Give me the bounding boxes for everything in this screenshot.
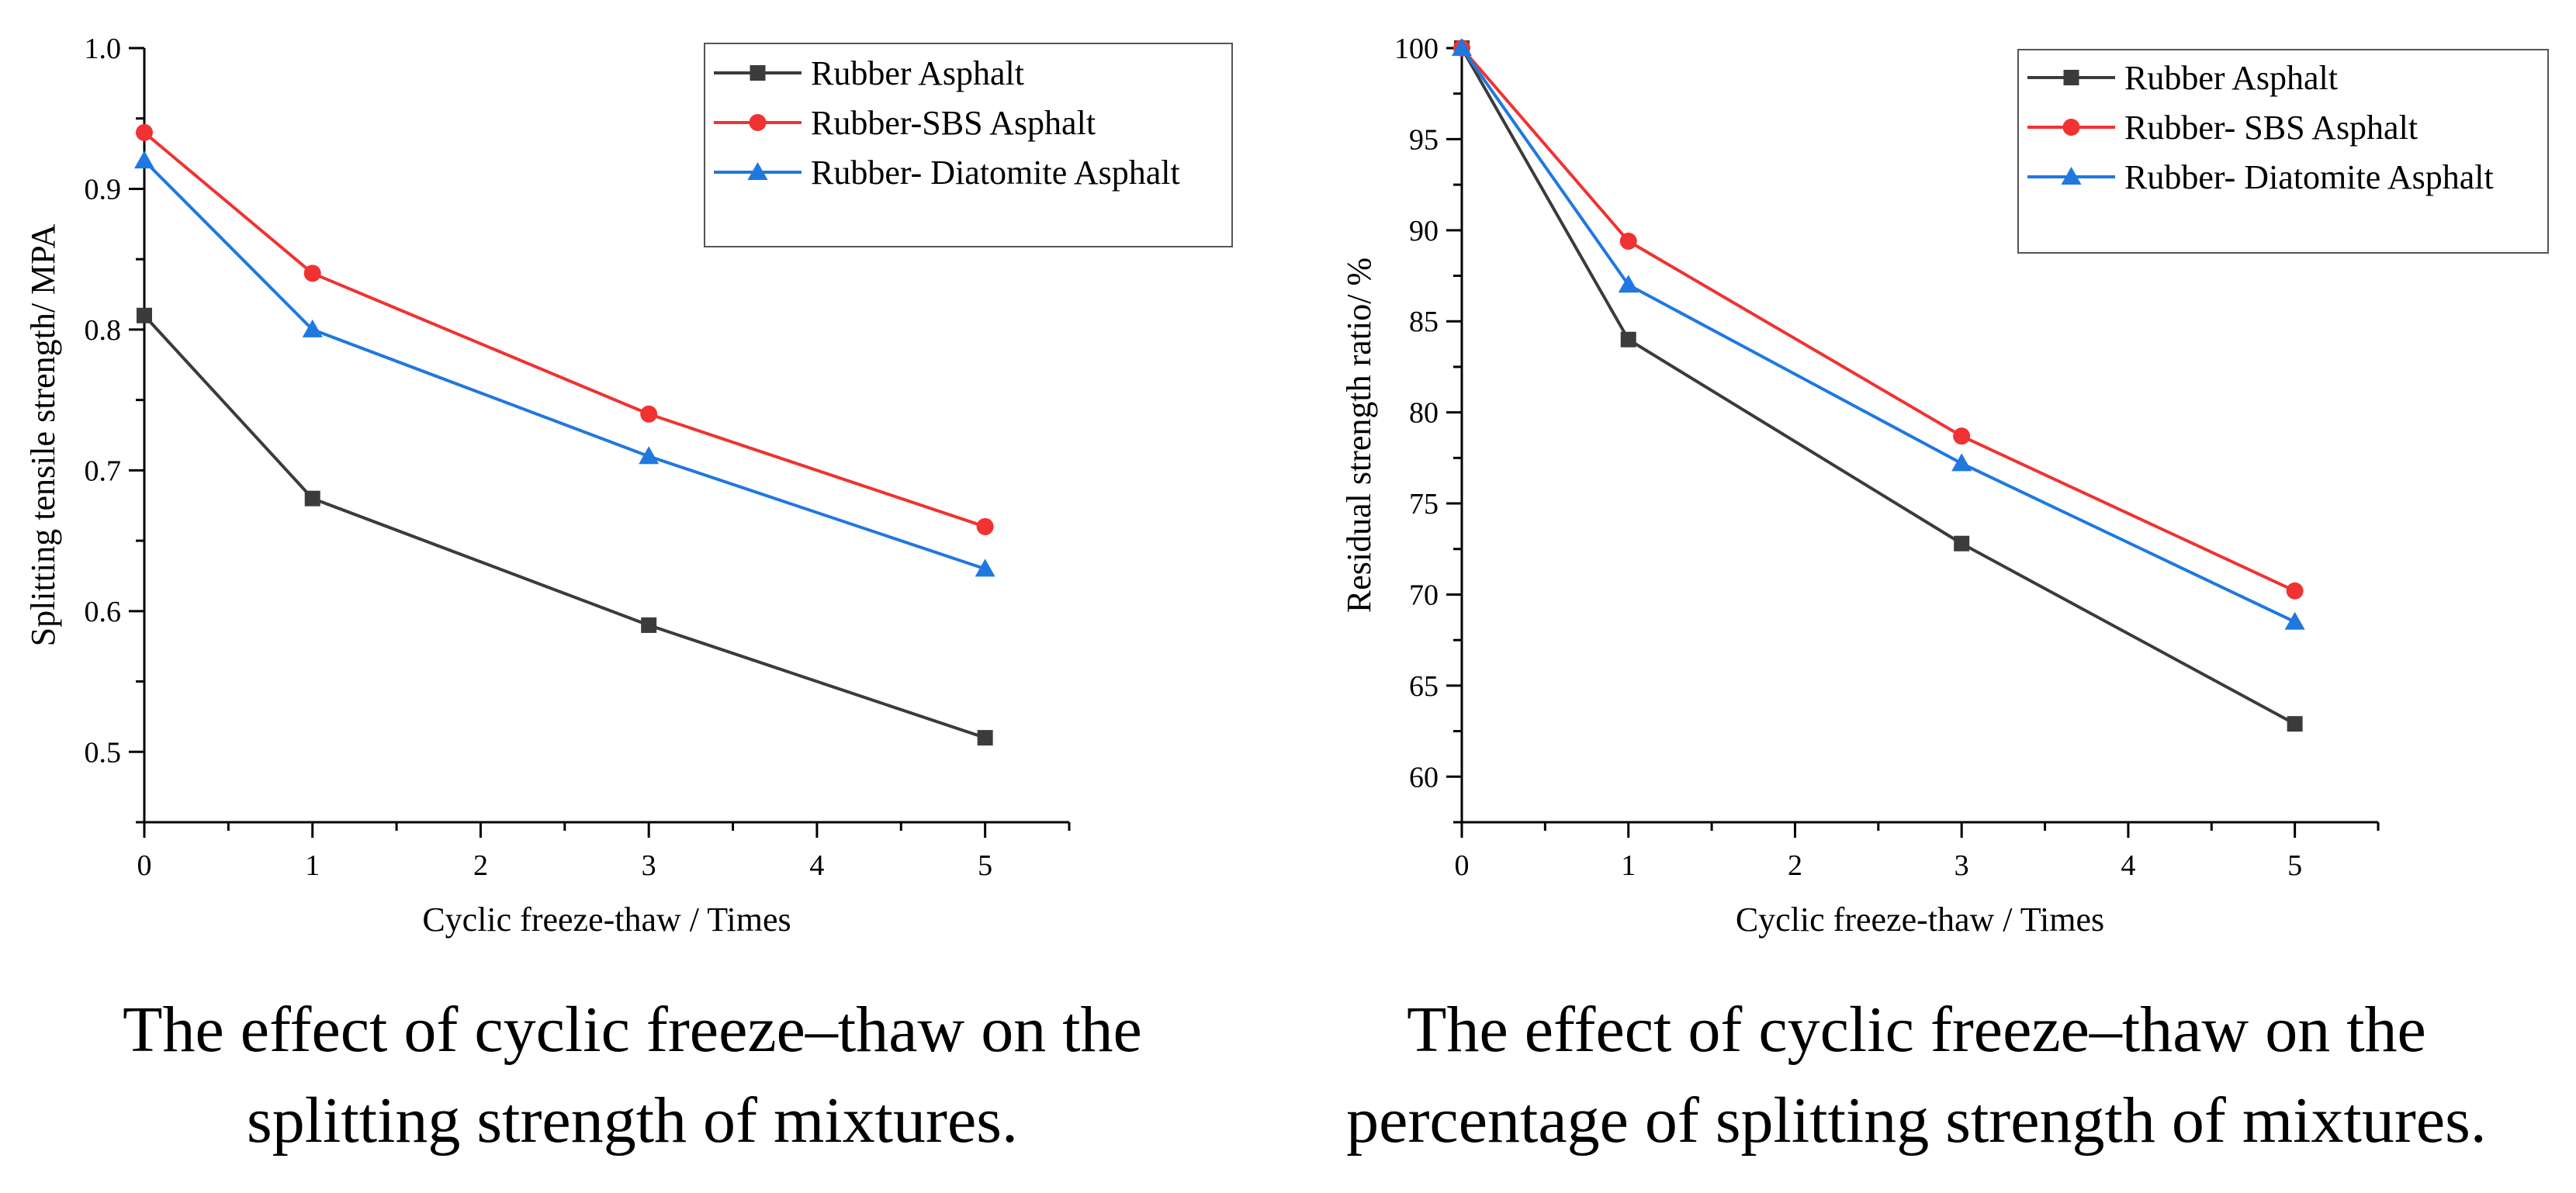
legend-label: Rubber- Diatomite Asphalt — [2124, 158, 2494, 196]
y-axis-title: Splitting tensile strength/ MPA — [24, 223, 62, 646]
series-line — [1460, 47, 2296, 725]
x-tick-label: 3 — [1955, 849, 1969, 882]
x-tick-label: 4 — [809, 849, 824, 882]
x-tick-label: 2 — [473, 849, 488, 882]
chart-1: 0 1 2 3 4 5 0.5 0.6 0.7 0.8 0.9 1.0 Cyclic freeze-th… — [24, 33, 1233, 1157]
y-tick-label: 1.0 — [85, 33, 122, 65]
y-tick-label: 0.8 — [85, 314, 122, 347]
y-tick-label: 95 — [1409, 123, 1439, 156]
data-point — [1953, 427, 1971, 445]
data-point — [1620, 331, 1636, 348]
legend-label: Rubber Asphalt — [2124, 59, 2338, 97]
legend-marker — [750, 65, 766, 81]
series-line — [1460, 47, 2296, 593]
y-tick-label: 0.9 — [85, 173, 122, 206]
y-axis-title: Residual strength ratio/ % — [1340, 258, 1378, 613]
data-point — [137, 307, 152, 323]
data-point — [2287, 716, 2303, 732]
legend-label: Rubber Asphalt — [811, 54, 1024, 92]
y-tick-label: 85 — [1409, 306, 1439, 338]
y-tick-label: 60 — [1409, 761, 1439, 794]
data-point — [641, 617, 657, 633]
data-point — [1618, 275, 1639, 293]
series-line — [143, 314, 986, 740]
data-point — [640, 405, 658, 423]
series-line — [143, 131, 986, 528]
figure-caption-line: The effect of cyclic freeze–thaw on the — [1407, 994, 2426, 1066]
legend: Rubber Asphalt Rubber-SBS Asphalt Rubber- … — [704, 43, 1233, 247]
data-point — [1951, 453, 1972, 472]
x-axis-title: Cyclic freeze-thaw / Times — [422, 901, 791, 939]
x-tick-label: 4 — [2121, 849, 2135, 882]
data-point — [1619, 232, 1637, 250]
legend-label: Rubber-SBS Asphalt — [811, 104, 1096, 142]
data-point — [2284, 611, 2305, 630]
series-circle-2 — [136, 123, 994, 535]
figure-caption-line: percentage of splitting strength of mixt… — [1346, 1084, 2487, 1157]
legend-marker — [2062, 119, 2080, 136]
series-line — [1460, 47, 2296, 624]
y-tick-label: 0.6 — [85, 596, 122, 628]
series-triangle-3 — [1452, 38, 2305, 630]
data-point — [1954, 535, 1970, 552]
data-point — [134, 150, 154, 169]
data-point — [302, 319, 323, 337]
x-tick-label: 1 — [1621, 849, 1636, 882]
y-tick-label: 90 — [1409, 215, 1439, 247]
y-tick-label: 75 — [1409, 488, 1439, 520]
data-point — [639, 446, 660, 465]
y-tick-label: 0.5 — [85, 736, 122, 769]
legend: Rubber Asphalt Rubber- SBS Asphalt Rubber-… — [2017, 49, 2549, 254]
y-tick-label: 70 — [1409, 579, 1439, 611]
series-square-1 — [1454, 40, 2303, 732]
legend-marker — [747, 162, 768, 180]
y-tick-label: 100 — [1394, 33, 1439, 65]
data-point — [304, 490, 320, 507]
y-tick-label: 0.7 — [85, 455, 122, 487]
x-tick-label: 3 — [642, 849, 656, 882]
legend-label: Rubber- SBS Asphalt — [2124, 109, 2418, 147]
series-triangle-3 — [134, 150, 995, 577]
y-tick-label: 80 — [1409, 397, 1439, 430]
y-tick-label: 65 — [1409, 670, 1439, 703]
x-axis-title: Cyclic freeze-thaw / Times — [1736, 901, 2104, 939]
legend-marker — [749, 114, 767, 131]
series-square-1 — [137, 307, 993, 746]
data-point — [1452, 38, 1472, 56]
x-tick-label: 5 — [978, 849, 992, 882]
data-point — [2286, 582, 2304, 600]
legend-box — [704, 43, 1233, 247]
data-point — [977, 730, 993, 746]
legend-label: Rubber- Diatomite Asphalt — [811, 154, 1180, 192]
data-point — [975, 558, 995, 577]
legend-box — [2017, 49, 2549, 254]
chart-2: 0 1 2 3 4 5 60 65 70 75 80 85 90 95 100 Cyclic freeze-t… — [1340, 33, 2549, 1157]
x-tick-label: 2 — [1788, 849, 1802, 882]
x-tick-label: 0 — [137, 849, 152, 882]
x-tick-label: 1 — [305, 849, 320, 882]
series-line — [143, 159, 986, 571]
data-point — [976, 517, 994, 535]
figure-caption-line: The effect of cyclic freeze–thaw on the — [123, 994, 1142, 1066]
legend-marker — [2061, 167, 2082, 185]
legend-marker — [2063, 70, 2079, 85]
data-point — [303, 265, 321, 282]
x-tick-label: 0 — [1455, 849, 1470, 882]
data-point — [136, 123, 153, 141]
x-tick-label: 5 — [2287, 849, 2302, 882]
figure-caption-line: splitting strength of mixtures. — [247, 1084, 1018, 1157]
